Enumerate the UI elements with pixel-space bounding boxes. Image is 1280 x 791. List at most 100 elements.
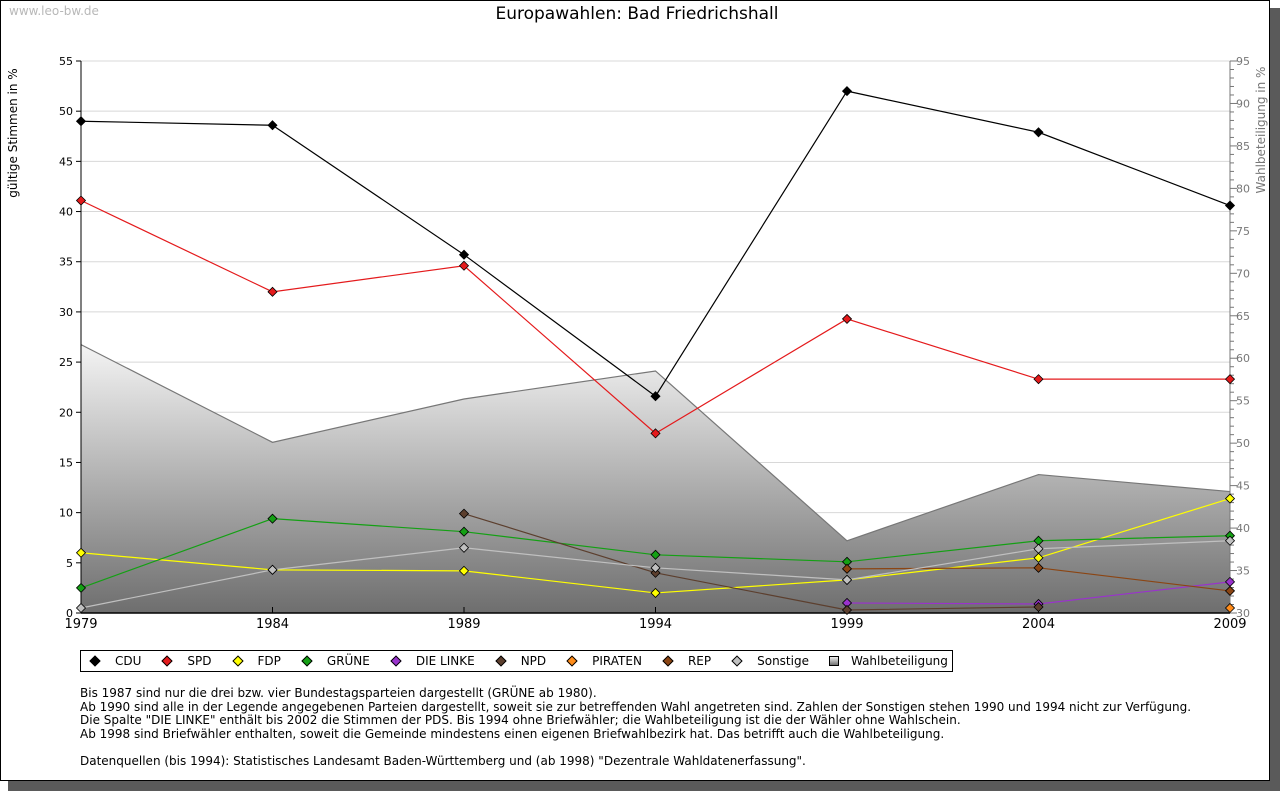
- diamond-marker-icon: [89, 655, 101, 667]
- y-tick-label: 10: [59, 507, 73, 520]
- data-point-spd: [650, 428, 661, 439]
- data-point-spd: [267, 286, 278, 297]
- data-point-cdu: [1224, 200, 1236, 211]
- watermark: www.leo-bw.de: [9, 4, 99, 18]
- y-tick-label: 5: [66, 557, 73, 570]
- data-point-sonstige: [458, 542, 470, 553]
- data-point-spd: [841, 313, 853, 325]
- data-point-spd: [1224, 374, 1236, 385]
- y-tick-label: 55: [59, 55, 73, 68]
- square-swatch-icon: [828, 656, 839, 666]
- legend-label: CDU: [115, 654, 142, 668]
- data-point-sonstige: [75, 602, 87, 614]
- chart-canvas: 0 5 10 15 20 25 30 35 40 45 50 55 1979 1984 1989 1994 19…: [6, 55, 1268, 632]
- data-point-sonstige: [267, 564, 278, 575]
- note-line: Ab 1998 sind Briefwähler enthalten, sowe…: [80, 726, 945, 741]
- legend-item-rep: REP: [662, 654, 711, 668]
- data-point-sonstige: [1224, 535, 1236, 546]
- data-point-sonstige: [650, 562, 661, 573]
- y-tick-label: 40: [59, 206, 73, 219]
- legend-label: GRÜNE: [326, 654, 370, 668]
- data-point-cdu: [458, 249, 470, 260]
- legend-label: NPD: [520, 654, 547, 668]
- y2-tick-label: 70: [1236, 267, 1250, 280]
- chart-notes: Bis 1987 sind nur die drei bzw. vier Bun…: [80, 686, 1192, 768]
- legend-item-piraten: PIRATEN: [566, 654, 642, 668]
- diamond-marker-icon: [301, 655, 313, 667]
- y2-tick-label: 80: [1236, 182, 1250, 195]
- x-tick-label: 1979: [64, 617, 97, 632]
- legend-item-npd: NPD: [495, 654, 546, 668]
- legend-item-sonstige: Sonstige: [731, 654, 809, 668]
- legend-label: REP: [687, 654, 712, 668]
- data-point-rep: [841, 563, 853, 574]
- data-point-fdp: [458, 565, 470, 576]
- frame-shadow-bottom: [8, 781, 1280, 791]
- y2-tick-label: 65: [1236, 310, 1250, 323]
- data-point-grüne: [267, 513, 278, 524]
- y-tick-label: 45: [59, 155, 73, 168]
- y2-tick-label: 85: [1236, 140, 1250, 153]
- legend-item-spd: SPD: [161, 654, 212, 668]
- data-point-cdu: [1033, 127, 1044, 138]
- y-tick-label: 25: [59, 356, 73, 369]
- y-tick-label: 50: [59, 105, 73, 118]
- diamond-marker-icon: [566, 655, 578, 667]
- legend-label: FDP: [257, 654, 281, 668]
- y2-tick-label: 75: [1236, 225, 1250, 238]
- note-line: Die Spalte "DIE LINKE" enthält bis 2002 …: [80, 713, 961, 727]
- data-point-grüne: [458, 526, 470, 537]
- x-tick-label: 2009: [1213, 617, 1246, 632]
- y2-tick-label: 30: [1236, 607, 1250, 620]
- y-tick-label: 35: [59, 256, 73, 269]
- legend-label: Sonstige: [757, 654, 809, 668]
- data-point-fdp: [650, 587, 661, 598]
- turnout-area-layer: [80, 344, 1231, 613]
- data-point-spd: [1033, 374, 1044, 385]
- x-tick-label: 1984: [256, 617, 289, 632]
- y2-tick-label: 45: [1236, 480, 1250, 493]
- y-axis-title: gültige Stimmen in %: [6, 68, 20, 197]
- data-point-cdu: [267, 120, 278, 131]
- data-point-cdu: [650, 391, 661, 402]
- legend-item-die-linke: DIE LINKE: [390, 654, 475, 668]
- data-point-grüne: [650, 549, 661, 560]
- legend-item-wahlbeteiligung: Wahlbeteiligung: [828, 654, 948, 668]
- turnout-area: [81, 344, 1230, 613]
- note-line: [80, 741, 1191, 755]
- y-tick-label: 0: [66, 607, 73, 620]
- diamond-marker-icon: [231, 655, 244, 667]
- data-point-fdp: [1224, 493, 1236, 504]
- data-point-sonstige: [841, 574, 853, 585]
- series-line-npd: [463, 513, 1039, 611]
- x-tick-label: 2004: [1022, 617, 1055, 632]
- data-point-fdp: [75, 547, 87, 558]
- y2-axis-title: Wahlbeteiligung in %: [1254, 67, 1268, 194]
- note-line: Bis 1987 sind nur die drei bzw. vier Bun…: [80, 686, 597, 700]
- diamond-marker-icon: [495, 655, 507, 667]
- y2-tick-label: 60: [1236, 352, 1250, 365]
- data-point-spd: [75, 195, 87, 206]
- turnout-line: [80, 344, 1231, 542]
- data-point-rep: [1224, 585, 1236, 596]
- note-line: Datenquellen (bis 1994): Statistisches L…: [80, 753, 806, 768]
- x-tick-label: 1989: [447, 617, 480, 632]
- legend-label: DIE LINKE: [415, 654, 475, 668]
- legend-item-fdp: FDP: [231, 654, 281, 668]
- note-line: Ab 1990 sind alle in der Legende angegeb…: [80, 699, 1192, 714]
- x-tick-label: 1994: [639, 617, 672, 632]
- diamond-marker-icon: [161, 655, 174, 667]
- data-point-spd: [458, 260, 470, 271]
- data-point-cdu: [841, 86, 853, 97]
- y-tick-label: 30: [59, 306, 73, 319]
- data-point-fdp: [1033, 552, 1044, 563]
- y2-tick-label: 90: [1236, 97, 1250, 110]
- y2-tick-label: 40: [1236, 522, 1250, 535]
- series-line-cdu: [80, 90, 1231, 398]
- diamond-marker-icon: [390, 655, 402, 667]
- data-point-npd: [1033, 601, 1044, 613]
- axes: 0 5 10 15 20 25 30 35 40 45 50 55 1979 1984 1989 1994 19…: [59, 55, 1250, 632]
- data-point-rep: [1033, 562, 1044, 573]
- legend-item-grüne: GRÜNE: [301, 654, 370, 668]
- frame-shadow-right: [1270, 8, 1280, 791]
